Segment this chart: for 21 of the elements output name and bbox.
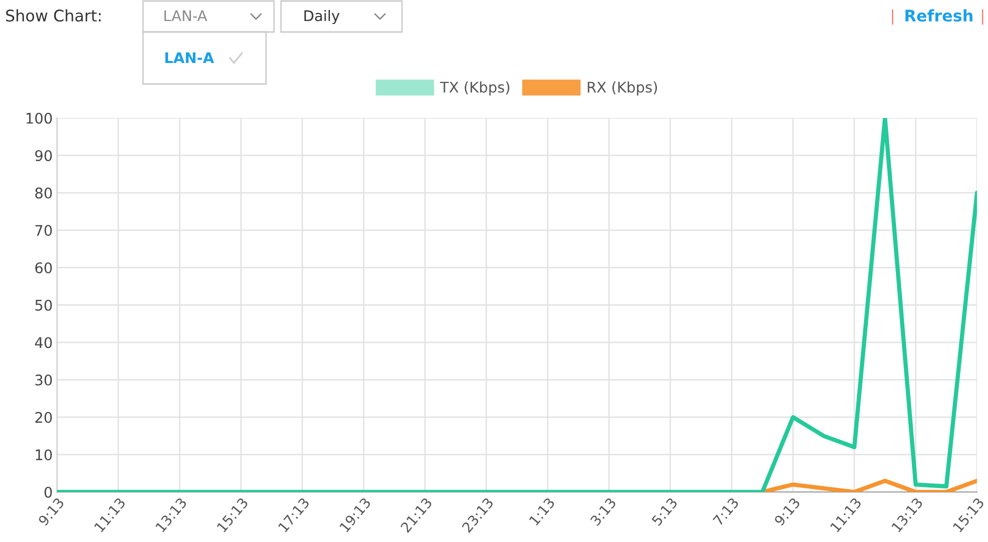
legend-label: RX (Kbps) <box>588 81 657 96</box>
y-tick-label: 40 <box>34 337 52 348</box>
text: | <box>892 9 894 25</box>
y-tick-label: 60 <box>35 262 52 274</box>
text: | <box>982 9 984 25</box>
y-tick-label: 10 <box>36 449 52 460</box>
text: Daily <box>304 10 340 24</box>
y-tick-label: 90 <box>35 150 52 162</box>
legend-label: TX (Kbps) <box>440 81 510 96</box>
y-tick-label: 0 <box>44 486 52 498</box>
y-tick-label: 50 <box>35 300 52 311</box>
text: Show Chart: <box>6 9 101 22</box>
y-tick-label: 70 <box>35 224 52 236</box>
text: Refresh <box>905 9 972 22</box>
y-tick-label: 20 <box>35 412 52 423</box>
y-tick-label: 30 <box>35 374 52 386</box>
y-tick-label: 100 <box>26 112 52 124</box>
text: LAN-A <box>164 10 208 22</box>
y-tick-label: 80 <box>35 188 52 199</box>
text: LAN-A <box>165 52 214 64</box>
line-series <box>57 118 977 492</box>
